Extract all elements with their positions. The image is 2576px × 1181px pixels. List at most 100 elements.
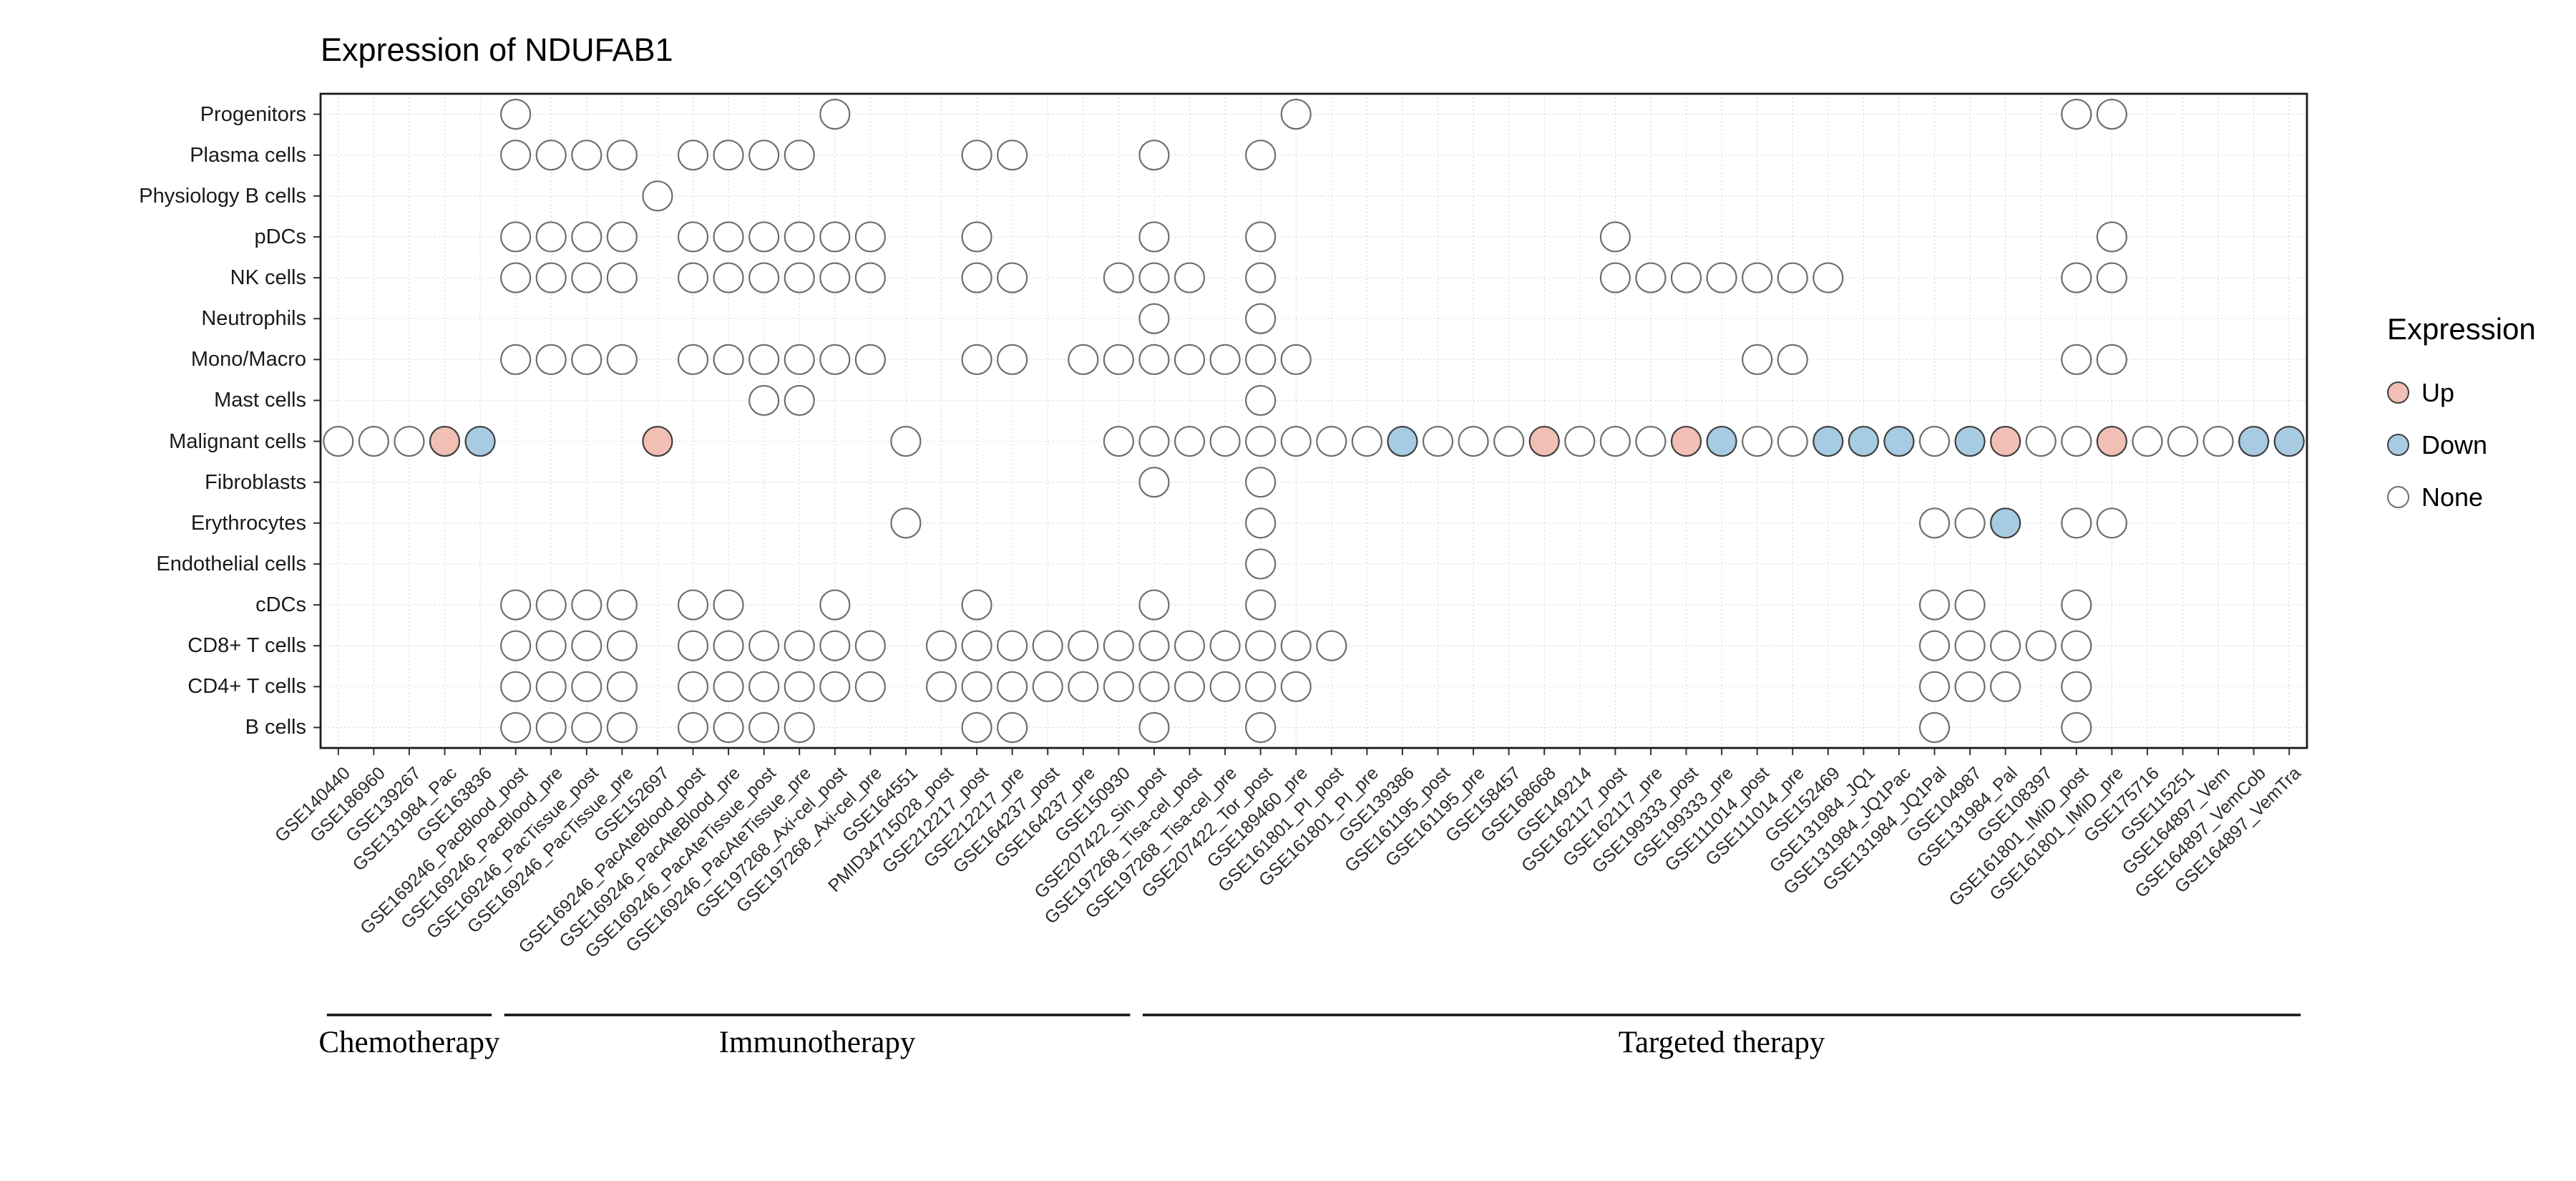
dot-none: [748, 630, 780, 661]
dot-none: [1138, 344, 1170, 375]
dot-up: [429, 425, 461, 457]
dot-none: [1918, 711, 1951, 744]
dot-none: [1174, 425, 1206, 457]
dot-none: [535, 221, 567, 253]
chart-title: Expression of NDUFAB1: [321, 31, 673, 68]
dot-none: [535, 140, 567, 171]
dot-down: [2238, 425, 2270, 457]
dot-none: [1138, 671, 1170, 702]
legend-item-up: Up: [2387, 366, 2536, 419]
dot-none: [1954, 630, 1986, 661]
dot-none: [1245, 221, 1277, 253]
dot-none: [677, 221, 709, 253]
dot-none: [606, 262, 638, 293]
dot-none: [961, 630, 992, 661]
dot-none: [713, 589, 744, 621]
y-axis-label: Progenitors: [200, 102, 306, 126]
dot-none: [819, 344, 851, 375]
dot-none: [1245, 384, 1277, 417]
y-axis-label: Mono/Macro: [190, 348, 306, 371]
dot-down: [1883, 425, 1915, 457]
dot-down: [2273, 425, 2305, 457]
panel-border: [319, 92, 2308, 749]
dot-none: [784, 344, 815, 375]
dot-none: [1103, 671, 1134, 702]
dot-none: [1990, 630, 2021, 661]
y-axis-label: Erythrocytes: [190, 511, 306, 535]
dot-none: [535, 630, 567, 661]
dot-none: [2061, 630, 2092, 661]
dot-none: [925, 630, 957, 661]
dot-none: [1777, 425, 1808, 457]
dot-none: [784, 384, 815, 417]
dot-none: [677, 711, 709, 744]
dot-none: [606, 711, 638, 744]
dot-none: [997, 630, 1028, 661]
dot-none: [500, 140, 532, 171]
dot-none: [1174, 630, 1206, 661]
dot-none: [2167, 425, 2199, 457]
dot-down: [1387, 425, 1418, 457]
dot-none: [2025, 630, 2057, 661]
dot-none: [819, 98, 851, 130]
dot-none: [571, 344, 602, 375]
dot-none: [677, 140, 709, 171]
dot-none: [500, 262, 532, 293]
dot-none: [1209, 671, 1241, 702]
dot-down: [1813, 425, 1844, 457]
dot-none: [1032, 630, 1063, 661]
dot-none: [890, 425, 922, 457]
legend-swatch-up-icon: [2387, 381, 2409, 404]
dot-none: [890, 507, 922, 539]
dot-none: [1635, 425, 1667, 457]
dot-none: [1068, 671, 1099, 702]
dot-none: [500, 589, 532, 621]
dot-none: [1458, 425, 1489, 457]
dot-none: [997, 711, 1028, 744]
dot-none: [1918, 630, 1951, 661]
dot-none: [854, 221, 886, 253]
dot-none: [1032, 671, 1063, 702]
dot-none: [2096, 507, 2127, 539]
dot-none: [854, 262, 886, 293]
group-label: Immunotherapy: [718, 1026, 916, 1059]
dot-none: [1209, 630, 1241, 661]
dot-none: [1954, 589, 1986, 621]
dot-none: [819, 671, 851, 702]
dot-none: [677, 262, 709, 293]
y-axis-label: Plasma cells: [190, 143, 306, 167]
dot-none: [1068, 630, 1099, 661]
dot-none: [1918, 425, 1951, 457]
dot-none: [2061, 671, 2092, 702]
dot-none: [1280, 98, 1312, 130]
dot-none: [1316, 630, 1347, 661]
dot-none: [1245, 671, 1277, 702]
dot-none: [2096, 344, 2127, 375]
dot-none: [2025, 425, 2057, 457]
dot-none: [713, 344, 744, 375]
dot-none: [819, 589, 851, 621]
dot-none: [1174, 344, 1206, 375]
dot-none: [1138, 589, 1170, 621]
dot-none: [713, 711, 744, 744]
dot-none: [1103, 262, 1134, 293]
dot-none: [1280, 344, 1312, 375]
dot-none: [2061, 262, 2092, 293]
dot-none: [784, 140, 815, 171]
legend: Expression Up Down None: [2387, 312, 2536, 523]
legend-item-label: None: [2421, 482, 2484, 512]
dot-none: [1103, 630, 1134, 661]
dot-none: [961, 589, 992, 621]
dot-none: [1209, 425, 1241, 457]
dot-none: [1777, 262, 1808, 293]
dot-down: [1706, 425, 1737, 457]
dot-none: [1138, 262, 1170, 293]
y-axis-label: Endothelial cells: [156, 552, 306, 575]
dot-none: [1138, 140, 1170, 171]
dot-none: [784, 711, 815, 744]
dot-none: [1599, 262, 1631, 293]
dot-none: [1138, 630, 1170, 661]
y-axis-label: CD4+ T cells: [187, 675, 306, 699]
dot-none: [2096, 262, 2127, 293]
